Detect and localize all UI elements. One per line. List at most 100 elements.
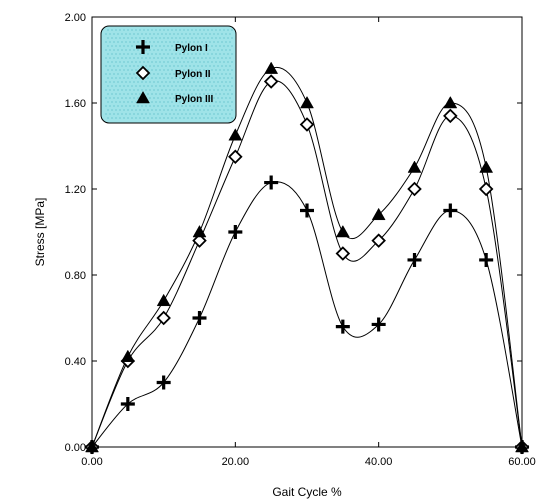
legend-texture-dot — [231, 29, 233, 31]
legend-texture-dot — [187, 53, 189, 55]
legend-texture-dot — [105, 57, 107, 59]
legend-texture-dot — [125, 41, 127, 43]
legend-texture-dot — [207, 29, 209, 31]
legend-texture-dot — [229, 97, 231, 99]
legend-texture-dot — [105, 65, 107, 67]
x-tick-label: 0.00 — [81, 456, 102, 468]
legend-texture-dot — [119, 37, 121, 39]
legend-texture-dot — [111, 29, 113, 31]
legend-texture-dot — [217, 113, 219, 115]
legend-texture-dot — [183, 53, 185, 55]
data-point-series-1 — [264, 175, 279, 190]
series-line-1 — [91, 181, 523, 448]
legend-texture-dot — [177, 81, 179, 83]
legend-texture-dot — [225, 57, 227, 59]
legend-texture-dot — [209, 97, 211, 99]
legend-texture-dot — [211, 61, 213, 63]
legend-texture-dot — [141, 57, 143, 59]
legend-texture-dot — [223, 93, 225, 95]
data-point-series-3 — [335, 224, 350, 238]
legend-texture-dot — [105, 73, 107, 75]
legend-texture-dot — [119, 109, 121, 111]
legend-texture-dot — [231, 101, 233, 103]
legend-texture-dot — [205, 105, 207, 107]
legend-texture-dot — [201, 89, 203, 91]
legend-texture-dot — [227, 101, 229, 103]
legend-texture-dot — [205, 49, 207, 51]
legend-texture-dot — [221, 105, 223, 107]
legend-texture-dot — [203, 53, 205, 55]
legend-texture-dot — [217, 57, 219, 59]
legend-texture-dot — [109, 97, 111, 99]
legend-texture-dot — [155, 61, 157, 63]
legend-texture-dot — [159, 117, 161, 119]
legend-texture-dot — [109, 49, 111, 51]
legend-texture-dot — [217, 81, 219, 83]
legend-texture-dot — [107, 77, 109, 79]
legend-texture-dot — [143, 117, 145, 119]
legend-texture-dot — [127, 69, 129, 71]
legend-texture-dot — [181, 89, 183, 91]
legend-texture-dot — [209, 89, 211, 91]
legend-texture-dot — [199, 37, 201, 39]
legend-texture-dot — [157, 97, 159, 99]
legend-texture-dot — [149, 113, 151, 115]
legend-texture-dot — [227, 29, 229, 31]
legend-texture-dot — [187, 61, 189, 63]
legend-texture-dot — [161, 97, 163, 99]
legend-texture-dot — [177, 105, 179, 107]
data-point-series-3 — [228, 128, 243, 141]
legend-texture-dot — [211, 45, 213, 47]
legend-texture-dot — [109, 41, 111, 43]
legend-texture-dot — [199, 69, 201, 71]
legend-texture-dot — [117, 73, 119, 75]
legend-texture-dot — [149, 57, 151, 59]
legend-texture-dot — [207, 77, 209, 79]
legend-texture-dot — [123, 53, 125, 55]
legend-texture-dot — [153, 81, 155, 83]
legend-texture-dot — [213, 49, 215, 51]
legend-texture-dot — [197, 65, 199, 67]
legend-texture-dot — [171, 61, 173, 63]
legend-texture-dot — [167, 69, 169, 71]
legend-texture-dot — [175, 61, 177, 63]
legend-texture-dot — [127, 109, 129, 111]
legend-texture-dot — [157, 113, 159, 115]
legend-texture-dot — [131, 85, 133, 87]
legend-texture-dot — [191, 53, 193, 55]
legend-texture-dot — [163, 101, 165, 103]
legend-texture-dot — [191, 29, 193, 31]
legend-texture-dot — [229, 41, 231, 43]
legend-texture-dot — [227, 61, 229, 63]
legend-texture-dot — [225, 65, 227, 67]
legend-texture-dot — [137, 65, 139, 67]
legend-texture-dot — [169, 73, 171, 75]
legend-texture-dot — [145, 33, 147, 35]
legend-texture-dot — [179, 85, 181, 87]
legend-texture-dot — [129, 73, 131, 75]
legend-texture-dot — [205, 97, 207, 99]
legend-texture-dot — [231, 93, 233, 95]
legend-texture-dot — [135, 101, 137, 103]
legend-texture-dot — [123, 93, 125, 95]
legend-texture-dot — [155, 85, 157, 87]
legend-texture-dot — [223, 117, 225, 119]
legend-texture-dot — [189, 65, 191, 67]
legend-texture-dot — [191, 69, 193, 71]
data-point-series-3 — [85, 439, 99, 453]
data-point-series-1 — [120, 397, 135, 411]
legend-texture-dot — [183, 69, 185, 71]
legend-texture-dot — [195, 77, 197, 79]
legend-texture-dot — [161, 73, 163, 75]
legend-texture-dot — [153, 57, 155, 59]
y-tick-label: 0.80 — [65, 270, 86, 282]
legend-texture-dot — [215, 117, 217, 119]
legend-texture-dot — [125, 57, 127, 59]
legend-texture-dot — [225, 41, 227, 43]
legend-texture-dot — [139, 109, 141, 111]
legend-texture-dot — [145, 65, 147, 67]
legend-texture-dot — [163, 69, 165, 71]
data-point-series-2 — [371, 233, 386, 248]
legend-texture-dot — [129, 65, 131, 67]
legend-texture-dot — [139, 37, 141, 39]
